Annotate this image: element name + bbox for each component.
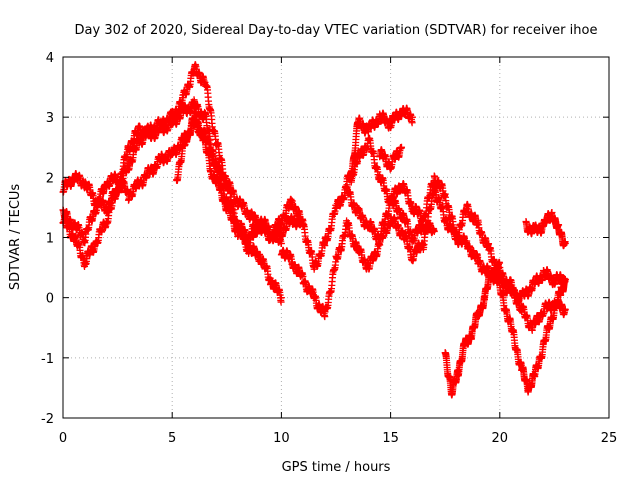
data-point (321, 242, 329, 250)
series-track-f (343, 134, 569, 334)
data-point (299, 272, 307, 280)
data-point (528, 285, 536, 293)
series-track-a (59, 61, 285, 306)
data-point (277, 294, 285, 302)
chart-title: Day 302 of 2020, Sidereal Day-to-day VTE… (75, 23, 598, 38)
data-points (59, 61, 569, 399)
data-point (430, 227, 438, 235)
data-point (277, 240, 285, 248)
series-track-d (173, 108, 438, 273)
